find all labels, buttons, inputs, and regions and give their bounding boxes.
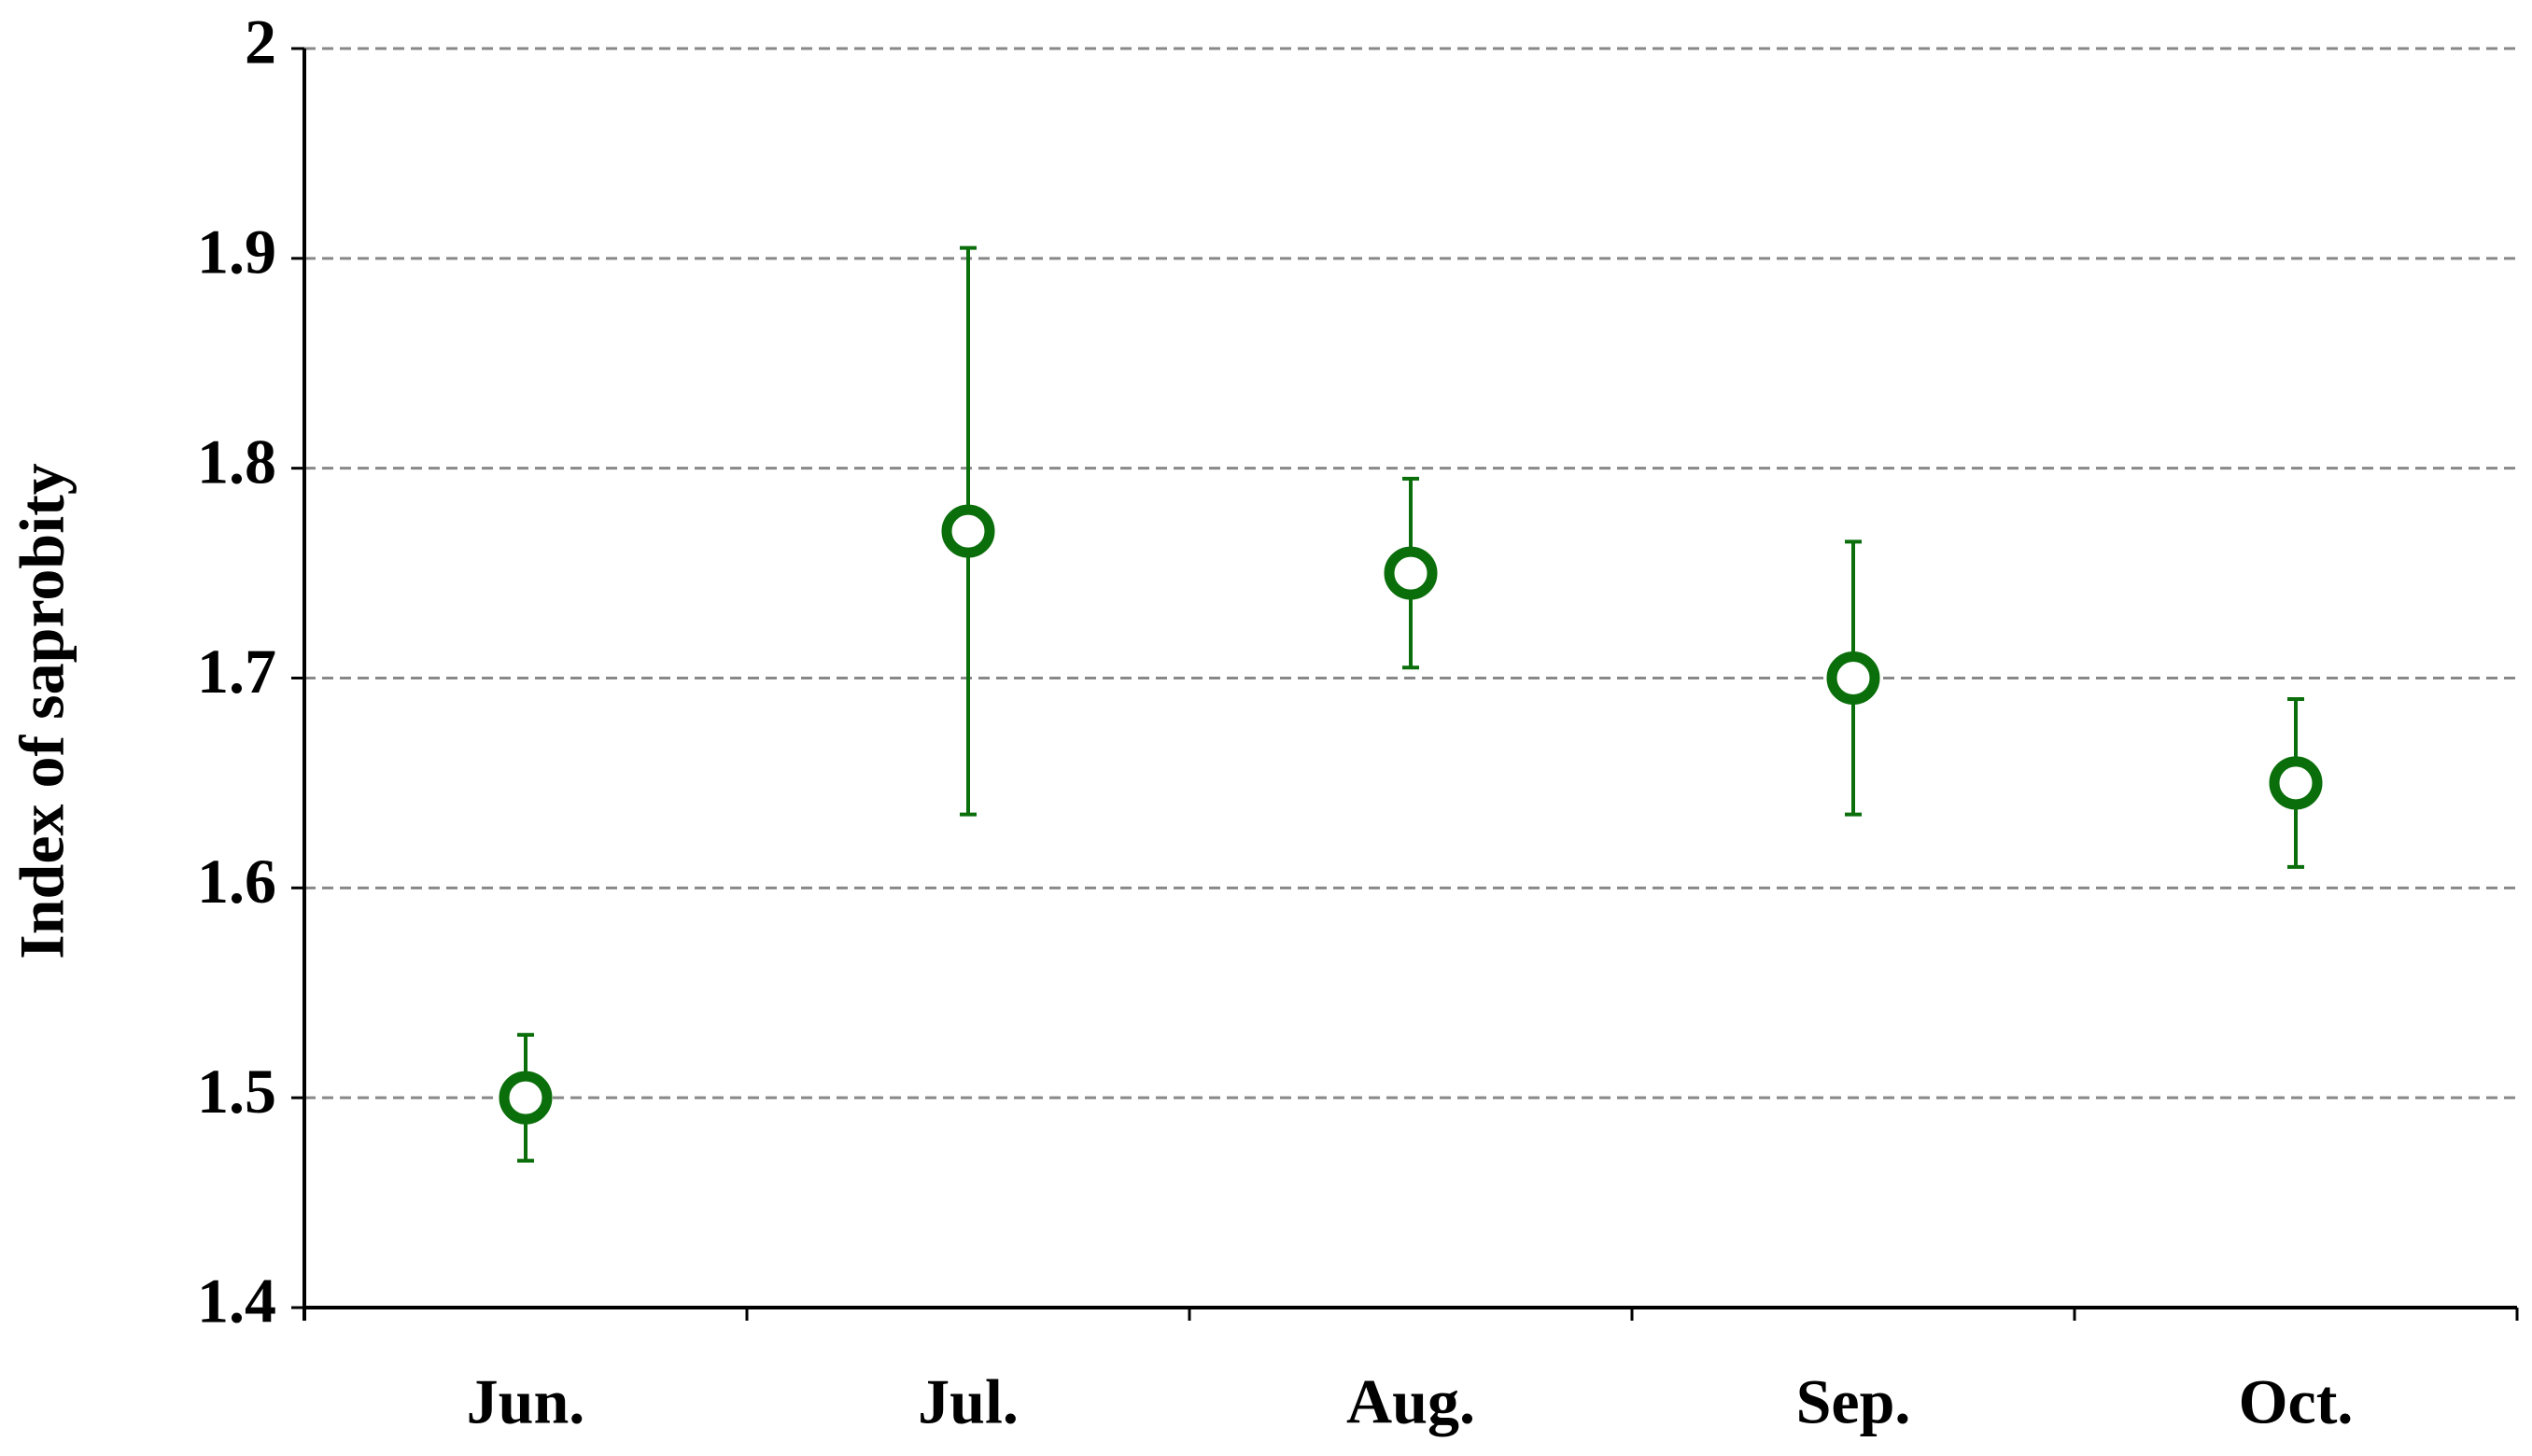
y-tick-label: 1.4 (197, 1266, 276, 1337)
y-axis-label: Index of saprobity (7, 463, 77, 959)
x-tick-label: Aug. (1346, 1366, 1475, 1437)
x-tick-label: Jun. (467, 1366, 585, 1437)
point (2269, 756, 2323, 810)
x-tick-label: Sep. (1796, 1366, 1911, 1437)
y-tick-label: 2 (245, 7, 276, 77)
x-tick-label: Oct. (2239, 1366, 2354, 1437)
x-tick-label: Jul. (918, 1366, 1019, 1437)
point (499, 1071, 553, 1125)
y-tick-label: 1.7 (197, 636, 276, 707)
point (1826, 651, 1880, 705)
point (1384, 546, 1438, 600)
y-tick-label: 1.8 (197, 426, 276, 497)
y-tick-label: 1.6 (197, 846, 276, 917)
y-tick-label: 1.5 (197, 1056, 276, 1127)
point (941, 504, 995, 558)
y-tick-label: 1.9 (197, 216, 276, 287)
